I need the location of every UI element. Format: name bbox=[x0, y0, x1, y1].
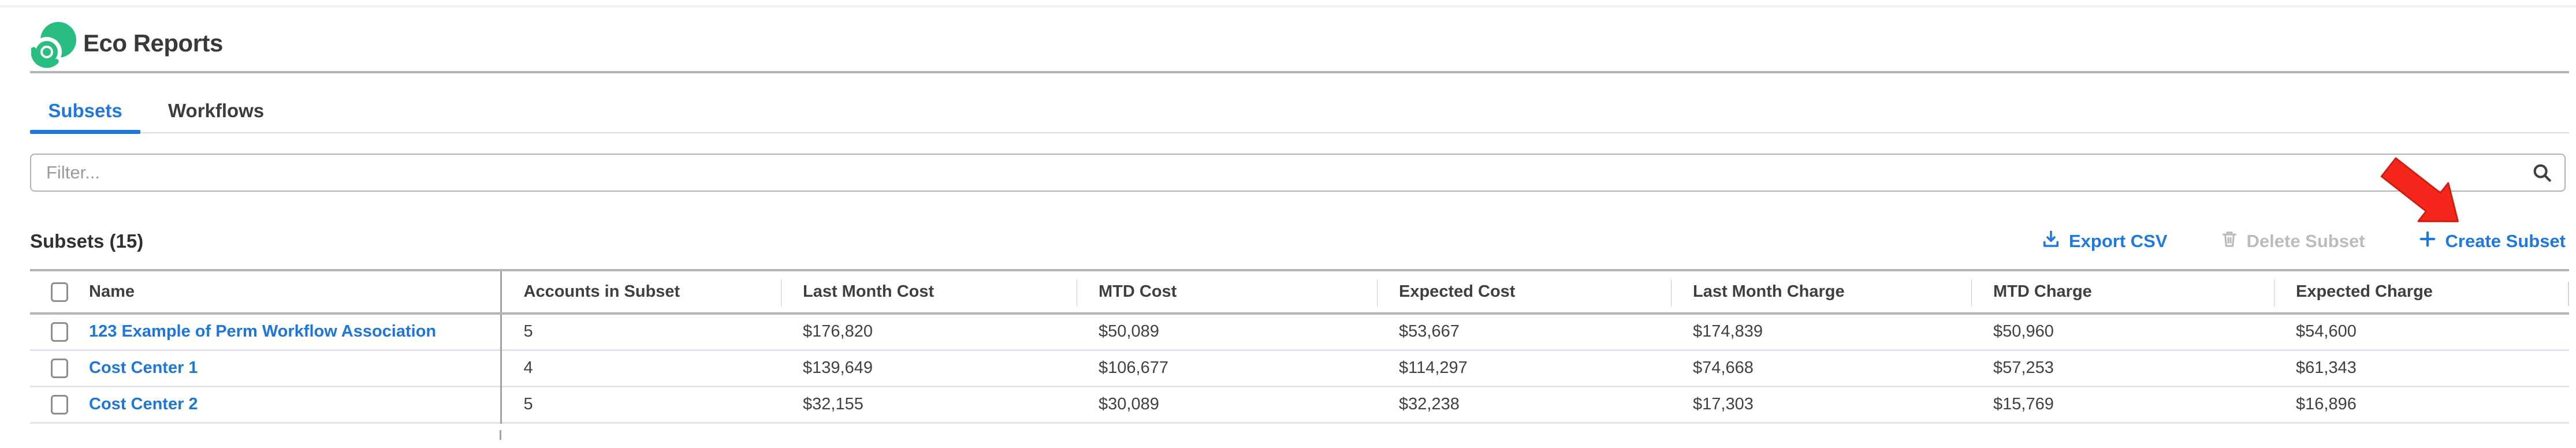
col-header-mtd-charge: MTD Charge bbox=[1971, 270, 2274, 313]
subset-name-link[interactable]: Cost Center 2 bbox=[89, 395, 198, 413]
value-cell: $176,820 bbox=[803, 322, 873, 341]
create-subset-button[interactable]: Create Subset bbox=[2417, 229, 2566, 254]
value-cell: $16,896 bbox=[2296, 395, 2357, 413]
col-header-accounts-in-subset: Accounts in Subset bbox=[523, 282, 680, 301]
col-header-expected-charge: Expected Charge bbox=[2274, 270, 2569, 313]
value-cell: 5 bbox=[523, 322, 533, 341]
col-header-label: Name bbox=[89, 282, 135, 301]
subsets-table: Name Accounts in Subset Last Month Cost MTD… bbox=[30, 269, 2569, 424]
col-header-last-month-charge: Last Month Charge bbox=[1671, 270, 1971, 313]
tab-subsets[interactable]: Subsets bbox=[48, 100, 122, 121]
column-divider-tail bbox=[500, 430, 501, 440]
top-divider bbox=[0, 5, 2576, 8]
tab-bar-baseline bbox=[30, 132, 2569, 133]
value-cell: $74,668 bbox=[1693, 359, 1754, 377]
value-cell: $114,297 bbox=[1399, 359, 1468, 377]
active-tab-underline bbox=[30, 130, 140, 134]
table-row: 123 Example of Perm Workflow Association… bbox=[30, 313, 2569, 350]
tab-bar: Subsets Workflows bbox=[30, 89, 292, 132]
value-cell: $30,089 bbox=[1099, 395, 1159, 413]
tab-workflows[interactable]: Workflows bbox=[168, 100, 265, 121]
value-cell: $50,960 bbox=[1993, 322, 2054, 341]
filter-bar bbox=[30, 154, 2566, 192]
table-row: Cost Center 2 5 $32,155 $30,089 $32,238 $17,3… bbox=[30, 386, 2569, 423]
name-cell: 123 Example of Perm Workflow Association bbox=[30, 313, 502, 350]
subset-name-link[interactable]: 123 Example of Perm Workflow Association bbox=[89, 322, 437, 341]
value-cell: $54,600 bbox=[2296, 322, 2357, 341]
col-header-expected-cost: Expected Cost bbox=[1377, 270, 1671, 313]
value-cell: $61,343 bbox=[2296, 359, 2357, 377]
eco-logo-icon bbox=[31, 22, 79, 71]
table-body: 123 Example of Perm Workflow Association… bbox=[30, 313, 2569, 423]
col-header-last-month-cost: Last Month Cost bbox=[781, 270, 1077, 313]
subsets-count-heading: Subsets (15) bbox=[30, 230, 144, 252]
trash-icon bbox=[2220, 229, 2239, 253]
page-title: Eco Reports bbox=[83, 29, 223, 57]
table-header: Name Accounts in Subset Last Month Cost MTD… bbox=[30, 270, 2569, 313]
value-cell: $106,677 bbox=[1099, 359, 1168, 377]
row-checkbox[interactable] bbox=[51, 358, 68, 378]
row-checkbox[interactable] bbox=[51, 394, 68, 415]
value-cell: $57,253 bbox=[1993, 359, 2054, 377]
col-header-name: Name bbox=[30, 270, 502, 313]
value-cell: $17,303 bbox=[1693, 395, 1754, 413]
subset-name-link[interactable]: Cost Center 1 bbox=[89, 359, 198, 377]
row-checkbox[interactable] bbox=[51, 322, 68, 342]
value-cell: $15,769 bbox=[1993, 395, 2054, 413]
select-all-checkbox[interactable] bbox=[51, 282, 68, 302]
delete-subset-button[interactable]: Delete Subset bbox=[2220, 229, 2365, 253]
value-cell: $32,238 bbox=[1399, 395, 1460, 413]
filter-input[interactable] bbox=[45, 162, 2531, 184]
name-cell: Cost Center 2 bbox=[30, 386, 502, 423]
table-row: Cost Center 1 4 $139,649 $106,677 $114,297 $7… bbox=[30, 350, 2569, 386]
header-divider bbox=[30, 71, 2569, 73]
search-icon[interactable] bbox=[2531, 162, 2553, 184]
value-cell: 5 bbox=[523, 395, 533, 413]
value-cell: $53,667 bbox=[1399, 322, 1460, 341]
value-cell: $174,839 bbox=[1693, 322, 1763, 341]
value-cell: 4 bbox=[523, 359, 533, 377]
export-csv-button[interactable]: Export CSV bbox=[2041, 229, 2168, 254]
col-header-mtd-cost: MTD Cost bbox=[1077, 270, 1377, 313]
value-cell: $139,649 bbox=[803, 359, 873, 377]
toolbar: Subsets (15) Export CSV Delete Subset bbox=[30, 226, 2566, 256]
value-cell: $32,155 bbox=[803, 395, 863, 413]
download-icon bbox=[2041, 229, 2061, 254]
name-cell: Cost Center 1 bbox=[30, 350, 502, 386]
value-cell: $50,089 bbox=[1099, 322, 1159, 341]
plus-icon bbox=[2417, 229, 2438, 254]
